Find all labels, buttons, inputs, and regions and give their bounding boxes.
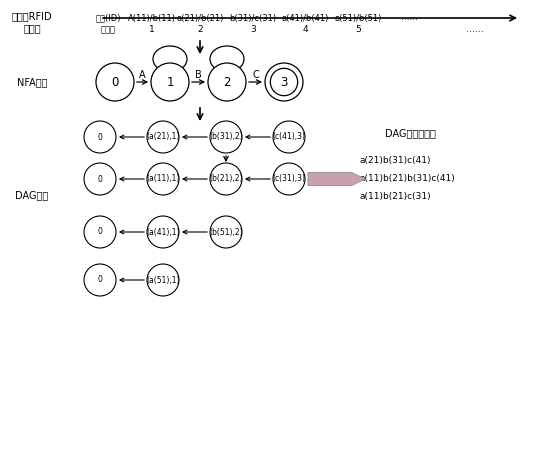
Circle shape — [151, 63, 189, 101]
Text: 0: 0 — [111, 76, 119, 89]
Text: 0: 0 — [98, 275, 102, 284]
FancyArrow shape — [308, 172, 365, 185]
Text: ……: …… — [402, 14, 418, 22]
Circle shape — [210, 216, 242, 248]
Circle shape — [84, 163, 116, 195]
Text: ……: …… — [466, 26, 484, 35]
Circle shape — [84, 121, 116, 153]
Circle shape — [96, 63, 134, 101]
Text: NFA匹配: NFA匹配 — [17, 77, 47, 87]
Text: 0: 0 — [98, 228, 102, 237]
Text: a(41)/b(41): a(41)/b(41) — [281, 14, 328, 22]
Text: 多概率RFID
事件流: 多概率RFID 事件流 — [12, 11, 53, 33]
Text: 0: 0 — [98, 132, 102, 141]
Text: a(21)b(31)c(41): a(21)b(31)c(41) — [360, 157, 431, 166]
Text: (a(41),1): (a(41),1) — [146, 228, 180, 237]
Text: (b(31),2): (b(31),2) — [209, 132, 243, 141]
Text: B: B — [195, 70, 202, 80]
Text: b(31)/c(31): b(31)/c(31) — [229, 14, 276, 22]
Text: C: C — [252, 70, 259, 80]
Text: 1: 1 — [166, 76, 174, 89]
Text: a(51)/b(51): a(51)/b(51) — [334, 14, 382, 22]
Text: (b(21),2): (b(21),2) — [209, 175, 243, 184]
Circle shape — [273, 163, 305, 195]
Text: (c(41),3): (c(41),3) — [273, 132, 306, 141]
Text: a(11)b(21)c(31): a(11)b(21)c(31) — [360, 193, 431, 202]
Text: (b(51),2): (b(51),2) — [209, 228, 243, 237]
Circle shape — [273, 121, 305, 153]
Text: 3: 3 — [280, 76, 288, 89]
Text: A(11)/b(11): A(11)/b(11) — [128, 14, 176, 22]
Text: DAG构造和输出: DAG构造和输出 — [385, 128, 436, 138]
Circle shape — [147, 264, 179, 296]
Text: 2: 2 — [223, 76, 231, 89]
Text: 时间戳: 时间戳 — [100, 26, 115, 35]
Circle shape — [147, 121, 179, 153]
Text: 4: 4 — [302, 26, 308, 35]
Text: a(11)b(21)b(31)c(41): a(11)b(21)b(31)c(41) — [360, 175, 456, 184]
Circle shape — [265, 63, 303, 101]
Text: a(21)/b(21): a(21)/b(21) — [176, 14, 224, 22]
Text: 2: 2 — [197, 26, 203, 35]
Text: (a(51),1): (a(51),1) — [146, 275, 180, 284]
Text: 事件(ID): 事件(ID) — [95, 14, 121, 22]
Text: 0: 0 — [98, 175, 102, 184]
Circle shape — [147, 216, 179, 248]
Text: (a(21),1): (a(21),1) — [146, 132, 180, 141]
Text: (c(31),3): (c(31),3) — [273, 175, 306, 184]
Text: DAG存储: DAG存储 — [15, 190, 49, 200]
Circle shape — [84, 264, 116, 296]
Text: 5: 5 — [355, 26, 361, 35]
Circle shape — [210, 121, 242, 153]
Circle shape — [208, 63, 246, 101]
Text: 1: 1 — [149, 26, 155, 35]
Circle shape — [84, 216, 116, 248]
Circle shape — [210, 163, 242, 195]
Text: A: A — [139, 70, 146, 80]
Text: (a(11),1): (a(11),1) — [146, 175, 180, 184]
Text: 3: 3 — [250, 26, 256, 35]
Circle shape — [147, 163, 179, 195]
